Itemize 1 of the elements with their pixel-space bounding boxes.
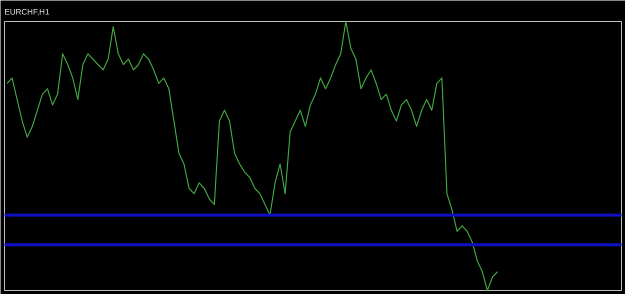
chart-title: EURCHF,H1 [4, 8, 50, 16]
